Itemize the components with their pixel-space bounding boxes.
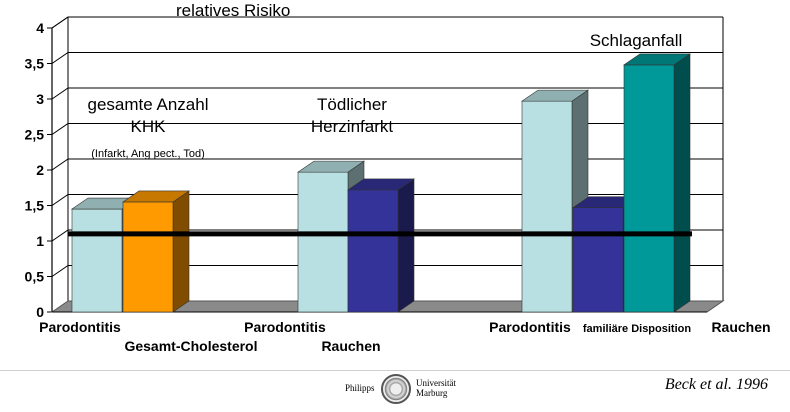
bar [623, 53, 691, 313]
logo-left-text: Philipps [345, 383, 375, 393]
y-tick-label: 2 [36, 162, 44, 178]
bar [122, 190, 190, 313]
gridlines [51, 16, 724, 312]
category-label: Parodontitis [39, 319, 121, 335]
bar-front [572, 207, 624, 313]
logo-right-line-1: Universität [416, 378, 456, 388]
bar-top [623, 53, 691, 66]
y-tick-label: 0 [36, 304, 44, 320]
gridline [51, 158, 723, 171]
annotation-text: Herzinfarkt [311, 117, 393, 136]
bar-front [71, 208, 123, 313]
category-label: familiäre Disposition [583, 323, 691, 335]
annotation-text: Schlaganfall [590, 31, 683, 50]
category-label: Rauchen [321, 338, 380, 354]
bars [71, 53, 691, 313]
bar-top [347, 178, 415, 191]
y-tick-label: 3,5 [25, 56, 45, 72]
chart-title: relatives Risiko [176, 1, 290, 20]
category-label: Parodontitis [244, 319, 326, 335]
category-labels: ParodontitisGesamt-CholesterolParodontit… [39, 319, 770, 354]
bar-front [623, 64, 675, 313]
bar [347, 178, 415, 313]
logo-right-text: Universität Marburg [416, 378, 456, 398]
gridline [51, 87, 723, 100]
bar-side [673, 53, 691, 313]
chart: 0 0,5 1 1,5 2 2,5 3 3,5 4 gesamte Anzahl KHK (Infa… [25, 1, 771, 354]
bar-top [521, 89, 589, 102]
gridline [51, 52, 723, 64]
gridline [51, 229, 723, 242]
bar-front [122, 201, 174, 313]
citation: Beck et al. 1996 [664, 376, 768, 393]
y-tick-label: 3 [36, 91, 44, 107]
y-axis: 0 0,5 1 1,5 2 2,5 3 3,5 4 [25, 20, 53, 320]
y-tick-label: 4 [36, 20, 44, 36]
y-tick-label: 1,5 [25, 198, 45, 214]
y-tick-label: 0,5 [25, 269, 45, 285]
annotation-text: KHK [131, 117, 167, 136]
category-label: Rauchen [711, 319, 770, 335]
bar-side [172, 190, 190, 313]
annotations: gesamte Anzahl KHK (Infarkt, Ang pect., To… [88, 31, 683, 160]
bar-side [397, 178, 415, 313]
category-label: Parodontitis [489, 319, 571, 335]
university-logo: Philipps Universität Marburg [345, 373, 485, 409]
gridline [51, 194, 723, 206]
footer-divider [0, 370, 790, 371]
y-tick-label: 1 [36, 233, 44, 249]
bar-front [347, 189, 399, 313]
logo-right-line-2: Marburg [416, 388, 448, 398]
bar-top [122, 190, 190, 203]
category-label: Gesamt-Cholesterol [124, 338, 257, 354]
y-tick-label: 2,5 [25, 127, 45, 143]
annotation-text: gesamte Anzahl [88, 95, 209, 114]
university-seal-icon [381, 374, 411, 404]
gridline [51, 265, 723, 277]
gridline [51, 123, 723, 135]
bar-front [521, 100, 573, 313]
gridline [51, 16, 723, 29]
bar-front [297, 171, 349, 313]
annotation-text: Tödlicher [317, 95, 387, 114]
annotation-note: (Infarkt, Ang pect., Tod) [91, 148, 205, 160]
bar-top [297, 160, 365, 173]
